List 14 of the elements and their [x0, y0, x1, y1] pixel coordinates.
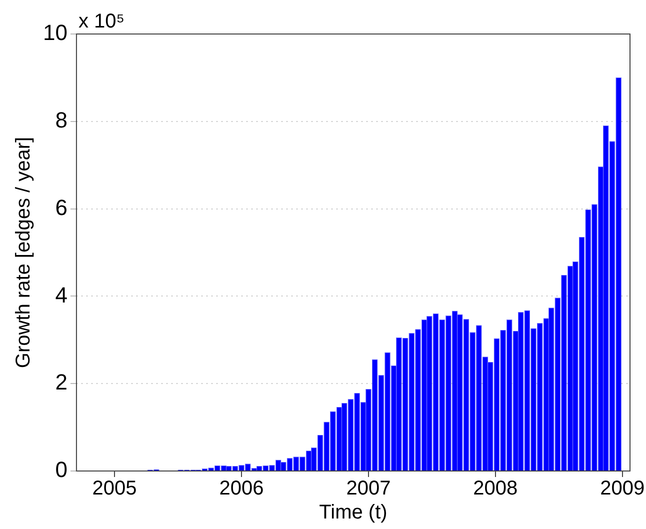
x-axis-title: Time (t) — [319, 502, 388, 524]
x-tick-label: 2006 — [219, 478, 264, 500]
x-tick-label: 2007 — [346, 478, 391, 500]
x-tick-label: 2009 — [600, 478, 645, 500]
x-tick-label: 2008 — [473, 478, 518, 500]
text: x 10⁵ — [78, 10, 125, 33]
y-tick-label: 6 — [55, 194, 68, 220]
y-tick-label: 10 — [42, 20, 68, 46]
y-tick-label: 4 — [55, 282, 68, 308]
y-axis-title: Growth rate [edges / year] — [12, 136, 35, 368]
y-tick-label: 8 — [55, 107, 68, 132]
y-tick-label: 0 — [55, 457, 68, 482]
y-tick-label: 2 — [55, 370, 68, 395]
x-tick-label: 2005 — [92, 478, 137, 500]
